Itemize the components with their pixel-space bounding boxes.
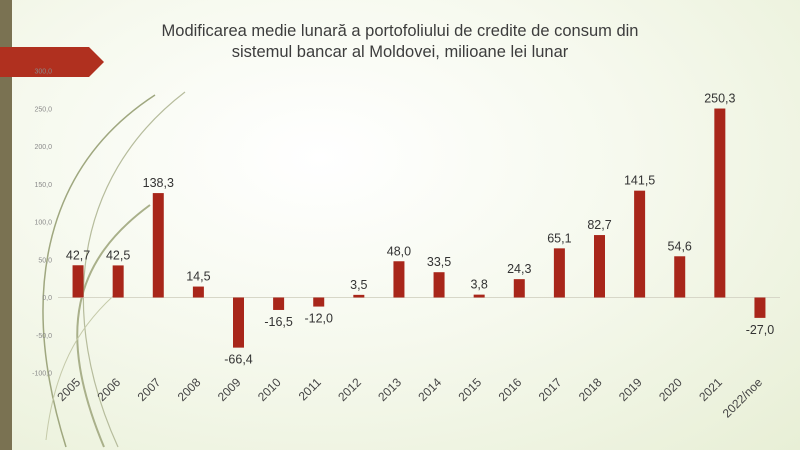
bar [233, 297, 244, 348]
x-tick-label: 2010 [255, 375, 284, 404]
y-tick-label: 50,0 [38, 257, 52, 264]
bar [313, 297, 325, 307]
x-tick-label: 2011 [296, 375, 324, 403]
bar [273, 297, 285, 310]
chart-title-line-1: Modificarea medie lunară a portofoliului… [161, 22, 639, 40]
x-tick-label: 2016 [496, 375, 525, 404]
data-label: 250,3 [704, 92, 735, 106]
y-tick-label: 200,0 [34, 144, 52, 151]
data-label: 141,5 [624, 174, 655, 188]
x-tick-label: 2017 [536, 375, 565, 404]
x-tick-label: 2019 [616, 375, 645, 404]
bar [112, 265, 124, 298]
data-label: 65,1 [547, 231, 571, 245]
data-label: 54,6 [668, 239, 692, 253]
data-label: -27,0 [746, 323, 775, 337]
bar [72, 265, 84, 298]
x-tick-label: 2018 [576, 375, 605, 404]
y-tick-label: 250,0 [34, 106, 52, 113]
x-tick-label: 2012 [335, 375, 364, 404]
x-axis: 2005 2006 2007 2008 2009 2010 2011 2012 2013 2014… [54, 375, 765, 421]
x-tick-label: 2008 [175, 375, 204, 404]
data-label: 33,5 [427, 255, 451, 269]
x-tick-label: 2015 [456, 375, 485, 404]
data-label: 24,3 [507, 262, 531, 276]
side-strip [0, 0, 12, 450]
data-label: 138,3 [143, 176, 174, 190]
bar [473, 294, 485, 298]
bar [714, 108, 726, 298]
x-tick-label: 2009 [215, 375, 244, 404]
y-axis: -100,0 -50,0 0,0 50,0 100,0 150,0 200,0 250,0 30… [32, 69, 52, 378]
x-tick-label: 2014 [415, 375, 444, 404]
data-label: -66,4 [224, 353, 253, 367]
x-tick-label: 2020 [656, 375, 685, 404]
data-labels: 42,7 42,5 138,3 14,5 -66,4 -16,5 -12,0 3,5 48,0 3… [66, 92, 774, 367]
data-label: 3,5 [350, 278, 367, 292]
x-tick-label: 2005 [54, 375, 83, 404]
x-tick-label: 2007 [135, 375, 164, 404]
data-label: -12,0 [304, 312, 333, 326]
y-tick-label: 300,0 [34, 69, 52, 76]
bar-series [72, 108, 766, 348]
bar [192, 286, 204, 298]
bar [674, 256, 686, 298]
data-label: -16,5 [264, 315, 293, 329]
y-tick-label: 100,0 [34, 220, 52, 227]
bar [754, 297, 766, 318]
bar [393, 261, 405, 298]
bar [594, 235, 605, 298]
y-tick-label: 150,0 [34, 182, 52, 189]
bar [634, 190, 646, 298]
data-label: 42,7 [66, 248, 90, 262]
y-tick-label: -50,0 [36, 333, 52, 340]
x-tick-label: 2013 [375, 375, 404, 404]
data-label: 14,5 [186, 270, 210, 284]
chart-title: Modificarea medie lunară a portofoliului… [100, 21, 700, 63]
bar [553, 248, 565, 298]
bar [353, 294, 365, 298]
x-tick-label: 2022/noe [720, 375, 766, 421]
bar [513, 279, 525, 298]
arrow-banner [0, 47, 104, 77]
data-label: 3,8 [470, 278, 487, 292]
y-tick-label: -100,0 [32, 371, 52, 378]
x-tick-label: 2021 [696, 375, 725, 404]
data-label: 82,7 [587, 218, 611, 232]
data-label: 42,5 [106, 248, 130, 262]
data-label: 48,0 [387, 244, 411, 258]
y-tick-label: 0,0 [42, 295, 52, 302]
bar [152, 193, 164, 298]
x-tick-label: 2006 [95, 375, 124, 404]
chart-title-line-2: sistemul bancar al Moldovei, milioane le… [231, 43, 569, 61]
bar [433, 272, 445, 298]
